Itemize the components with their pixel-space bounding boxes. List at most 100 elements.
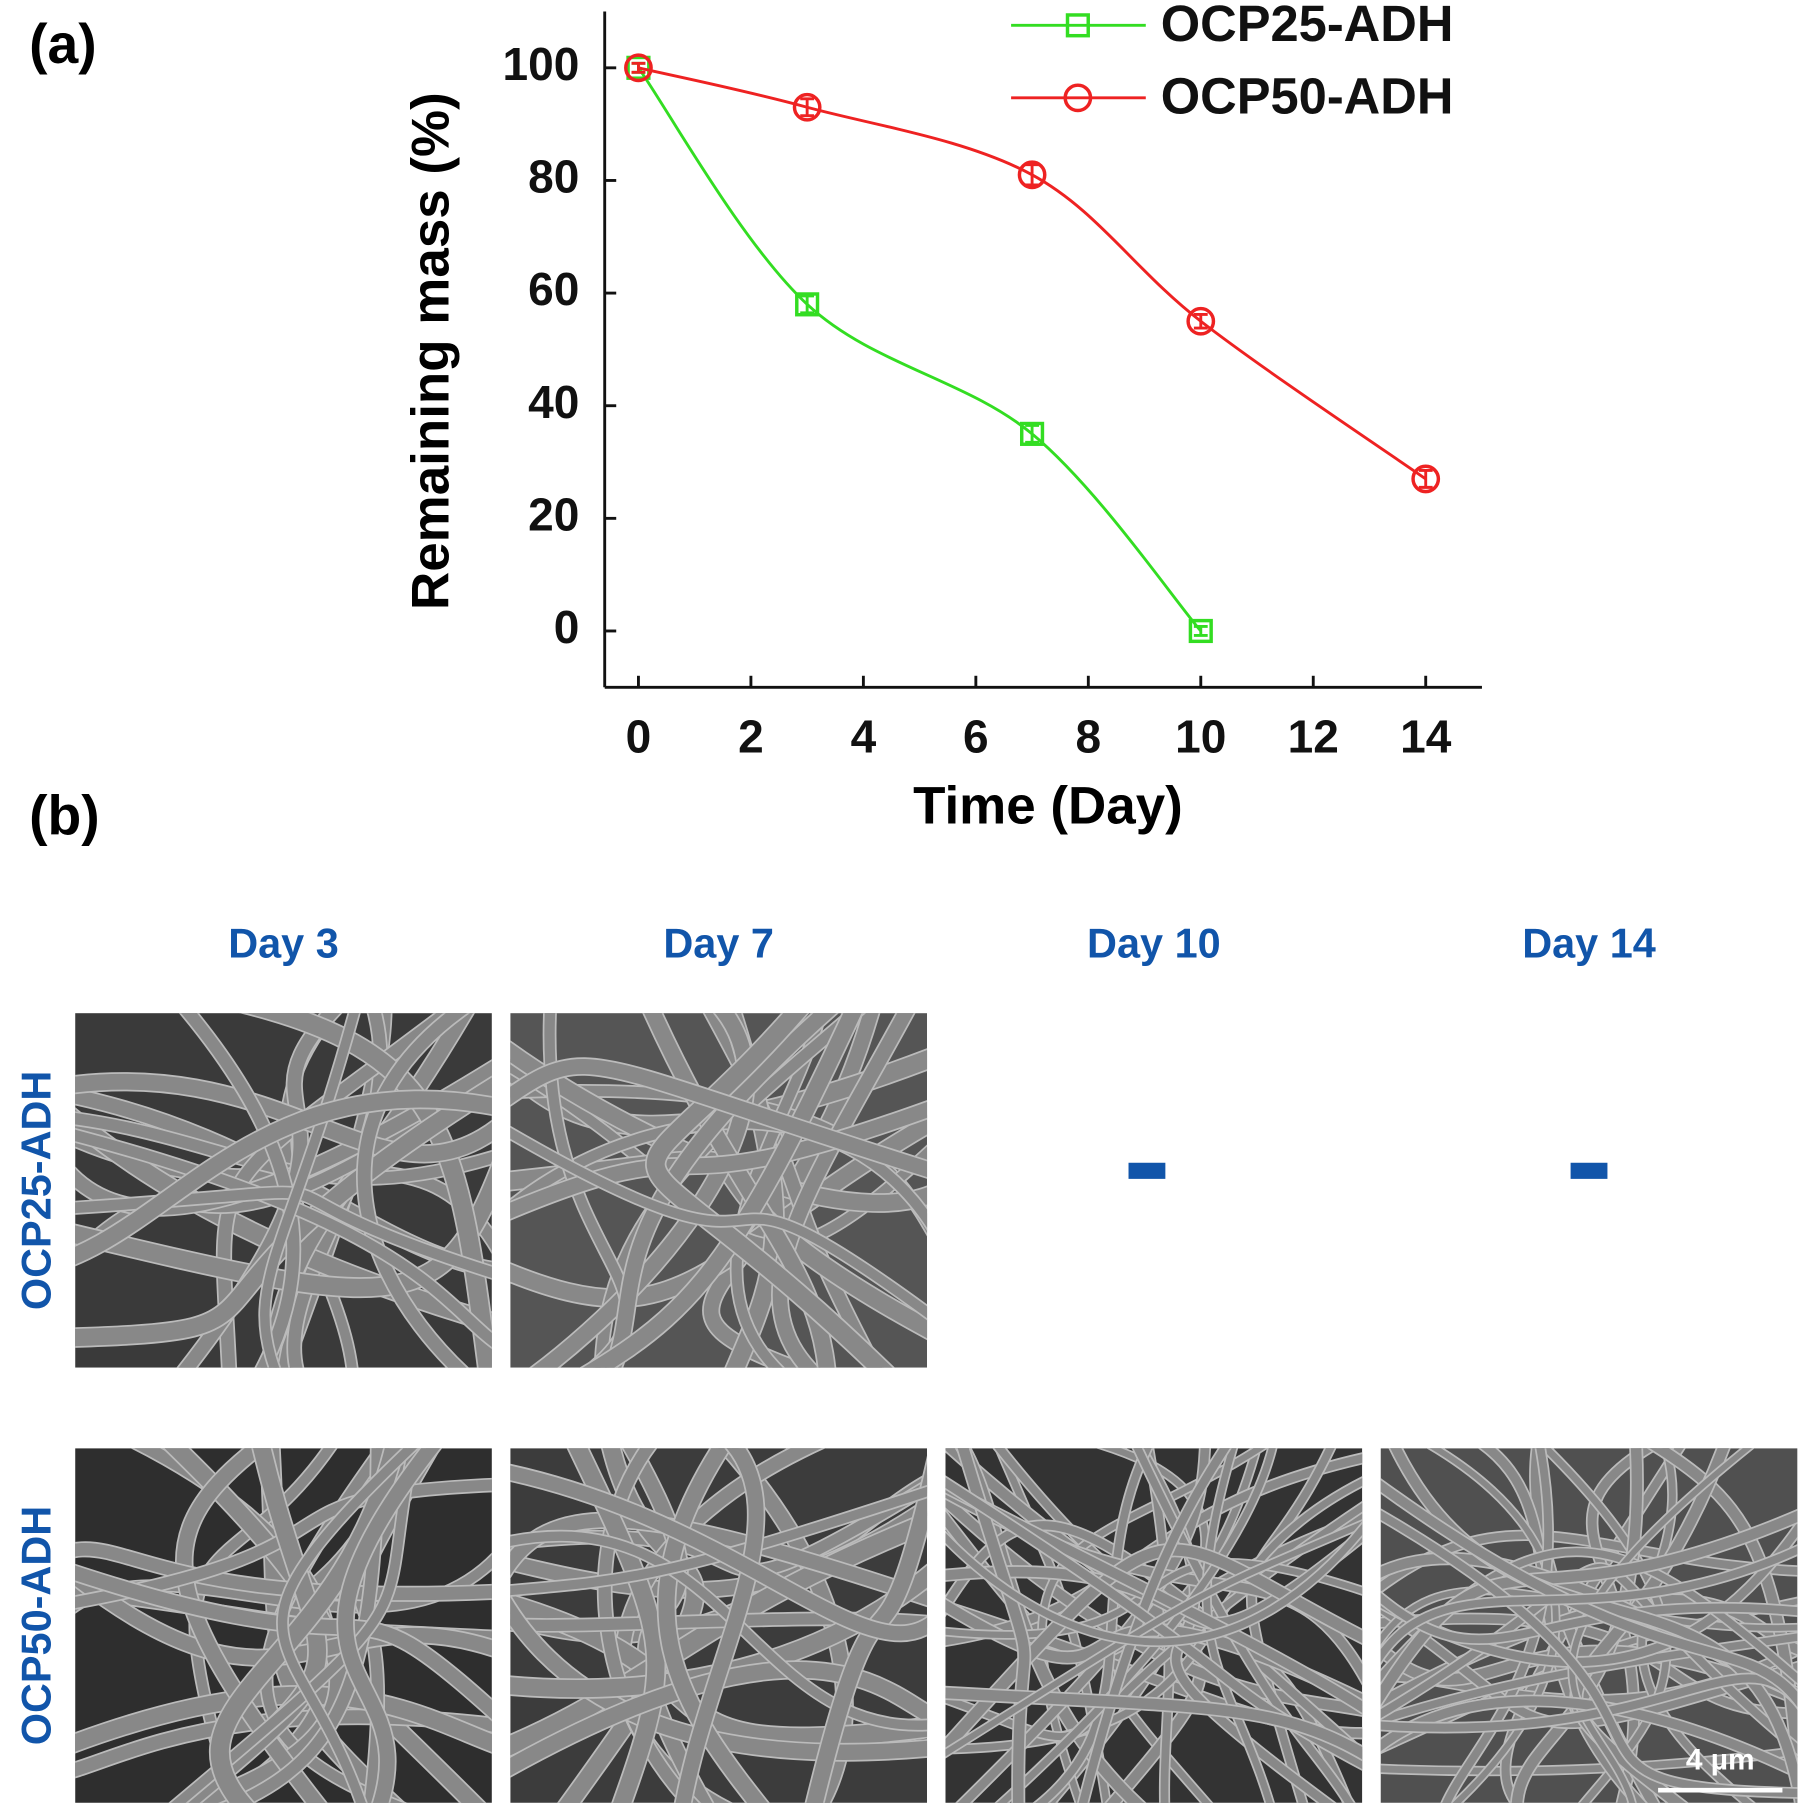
fiber: [1380, 1479, 1798, 1707]
fiber: [510, 1613, 928, 1631]
fiber: [996, 1448, 1276, 1803]
fiber: [703, 1013, 879, 1368]
fiber: [945, 1687, 1363, 1760]
fiber: [1380, 1545, 1798, 1663]
fiber: [210, 1448, 404, 1803]
fiber: [277, 1448, 418, 1803]
column-label: Day 3: [228, 919, 339, 966]
fiber: [945, 1520, 1363, 1757]
fiber: [510, 1596, 928, 1760]
x-tick-label: 4: [851, 710, 877, 762]
fiber: [1380, 1747, 1798, 1775]
series-line: [637, 66, 1202, 632]
sem-image: [510, 1013, 928, 1368]
error-bar: [631, 61, 646, 74]
fiber: [945, 1599, 1363, 1706]
fiber: [510, 1513, 928, 1756]
legend-label: OCP25-ADH: [1161, 0, 1454, 52]
fiber: [75, 1077, 492, 1347]
fiber: [75, 1073, 492, 1162]
x-tick-label: 10: [1175, 710, 1226, 762]
x-tick-label: 2: [738, 710, 764, 762]
fiber: [338, 1448, 441, 1803]
y-tick-label: 100: [503, 38, 580, 90]
fiber: [164, 1448, 347, 1803]
fiber: [1380, 1592, 1798, 1644]
no-sample-mark: [1570, 1162, 1608, 1179]
fiber: [510, 1465, 928, 1641]
row-label: OCP25-ADH: [12, 1071, 59, 1310]
fiber: [75, 1091, 492, 1265]
series-line: [638, 66, 1427, 481]
fiber: [945, 1523, 1363, 1646]
data-point: [624, 53, 653, 83]
x-axis-label: Time (Day): [913, 776, 1183, 835]
column-label: Day 10: [1087, 919, 1221, 966]
fiber: [1540, 1448, 1670, 1803]
x-tick-label: 8: [1076, 710, 1102, 762]
fiber: [582, 1013, 862, 1368]
error-bar: [800, 97, 815, 118]
fiber: [1203, 1448, 1274, 1803]
column-label: Day 7: [663, 919, 774, 966]
x-tick-label: 6: [963, 710, 989, 762]
error-bar: [1025, 163, 1039, 187]
panel-b-label: (b): [29, 784, 100, 846]
x-tick-label: 12: [1288, 710, 1339, 762]
fiber: [1569, 1448, 1753, 1803]
fiber: [1078, 1448, 1230, 1803]
y-tick-label: 20: [528, 489, 579, 541]
legend-label: OCP50-ADH: [1161, 68, 1454, 125]
data-point: [1186, 306, 1216, 336]
fiber: [75, 1479, 492, 1609]
fiber: [75, 1554, 492, 1613]
sem-image: [75, 1013, 492, 1368]
row-label: OCP50-ADH: [12, 1506, 59, 1745]
y-tick-label: 60: [528, 263, 579, 315]
column-label: Day 14: [1522, 919, 1656, 966]
fiber: [1380, 1674, 1798, 1732]
data-point: [1017, 160, 1047, 190]
legend-marker: [1063, 83, 1093, 113]
data-point: [1411, 464, 1441, 494]
data-point: [795, 292, 820, 317]
fiber: [1144, 1448, 1174, 1803]
y-tick-label: 0: [554, 601, 580, 653]
data-point: [1188, 618, 1213, 644]
no-sample-mark: [1128, 1162, 1166, 1179]
data-point: [626, 55, 651, 80]
x-tick-label: 0: [626, 710, 652, 762]
fiber: [246, 1013, 492, 1368]
x-tick-label: 14: [1400, 710, 1452, 762]
fiber: [510, 1059, 928, 1178]
error-bar: [1025, 423, 1039, 444]
data-point: [1019, 421, 1045, 446]
fiber: [658, 1448, 768, 1803]
fiber: [646, 1013, 893, 1368]
sem-image: [1380, 1448, 1798, 1803]
fiber: [260, 1013, 359, 1368]
fiber: [1649, 1448, 1798, 1803]
error-bar: [1193, 625, 1208, 637]
fiber: [945, 1477, 1363, 1770]
sem-image: [75, 1448, 492, 1803]
fiber: [75, 1165, 492, 1297]
y-tick-label: 40: [528, 376, 579, 428]
y-axis-label: Remaining mass (%): [401, 92, 460, 610]
data-point: [792, 92, 822, 122]
fiber: [357, 1013, 468, 1368]
error-bar: [800, 294, 815, 315]
scale-bar-label: 4 µm: [1686, 1743, 1755, 1776]
y-tick-label: 80: [528, 151, 579, 203]
fiber: [644, 1013, 835, 1368]
panel-a-label: (a): [29, 13, 97, 75]
sem-image: [945, 1448, 1363, 1803]
sem-image: [510, 1448, 928, 1803]
fiber: [957, 1448, 1030, 1803]
error-bar: [1418, 469, 1433, 489]
fiber: [1390, 1448, 1798, 1803]
legend-marker: [1065, 13, 1090, 38]
fiber: [510, 1513, 928, 1606]
error-bar: [1193, 313, 1208, 330]
